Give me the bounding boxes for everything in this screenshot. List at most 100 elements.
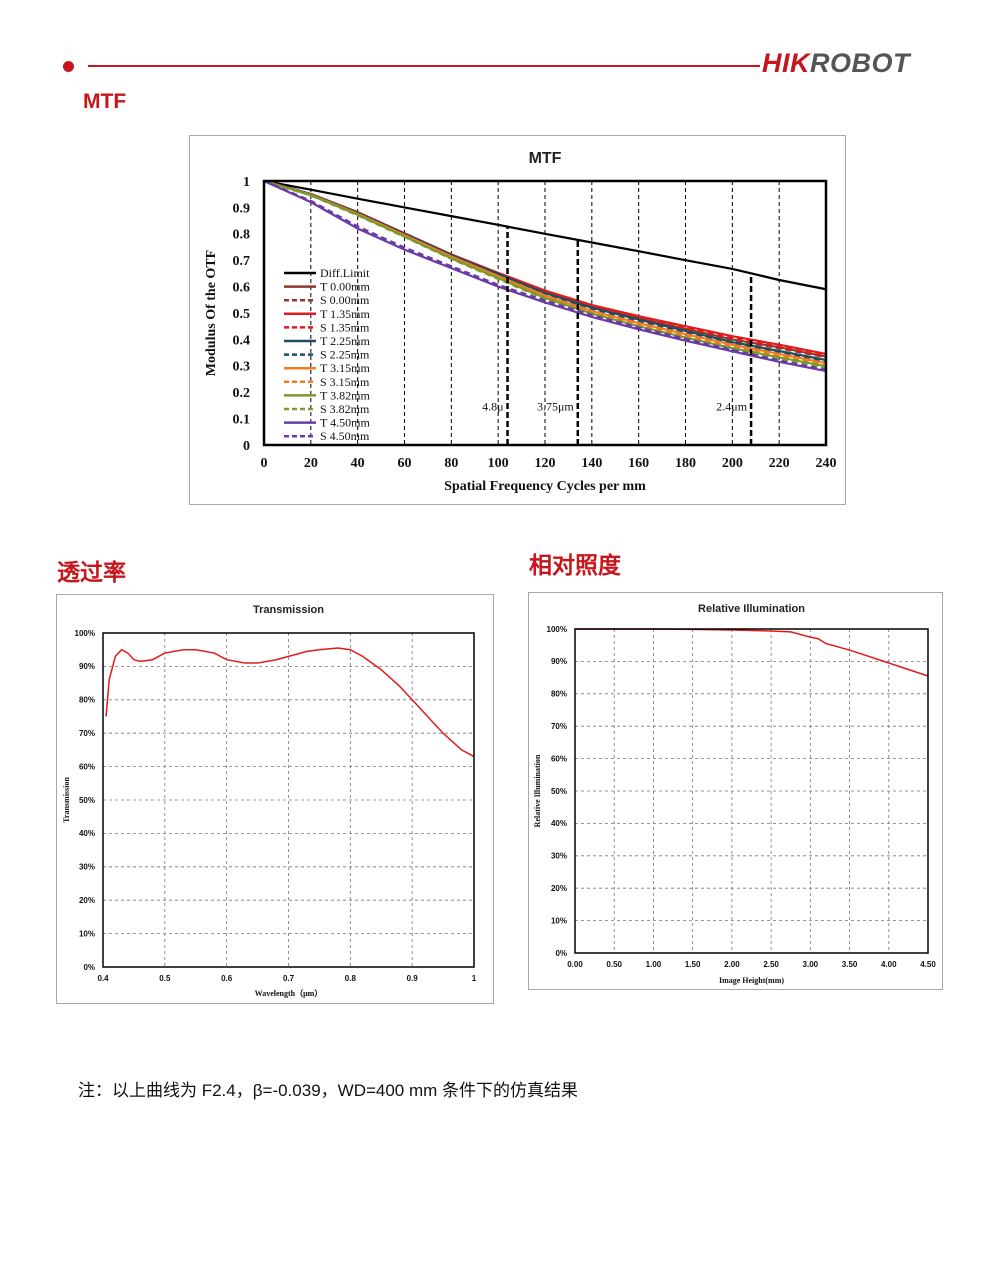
- x-tick-label: 180: [675, 456, 696, 471]
- y-tick-label: 50%: [79, 796, 95, 805]
- x-tick-label: 140: [581, 456, 602, 471]
- mtf-section-title: MTF: [83, 90, 127, 113]
- series-line: [263, 179, 827, 291]
- pixel-size-marker-label: 4.8μ: [482, 400, 503, 414]
- y-tick-label: 30%: [551, 852, 567, 861]
- legend-label: S 3.82mm: [320, 402, 370, 416]
- x-tick-label: 200: [722, 456, 743, 471]
- x-axis-label: Image Height(mm): [719, 976, 784, 985]
- y-tick-label: 0.9: [233, 201, 251, 216]
- series-line: [263, 179, 827, 373]
- y-axis-label: Modulus Of the OTF: [204, 250, 219, 376]
- y-axis-label: Transmission: [62, 777, 71, 823]
- x-tick-label: 0.4: [97, 974, 109, 983]
- y-tick-label: 60%: [551, 754, 567, 763]
- x-tick-label: 2.50: [763, 960, 779, 969]
- y-tick-label: 0.3: [233, 360, 251, 375]
- x-tick-label: 240: [816, 456, 837, 471]
- footnote: 注：以上曲线为 F2.4，β=-0.039，WD=400 mm 条件下的仿真结果: [78, 1081, 579, 1100]
- x-tick-label: 1: [472, 974, 477, 983]
- series-line: [263, 179, 827, 369]
- x-tick-label: 4.00: [881, 960, 897, 969]
- legend-label: S 1.35mm: [320, 320, 370, 334]
- x-tick-label: 4.50: [920, 960, 936, 969]
- x-tick-label: 0.7: [283, 974, 295, 983]
- y-tick-label: 0.6: [233, 281, 251, 296]
- y-tick-label: 90%: [79, 662, 95, 671]
- y-axis-label: Relative Illumination: [533, 754, 542, 827]
- x-tick-label: 40: [351, 456, 365, 471]
- series-line: [105, 647, 475, 758]
- series-line: [263, 179, 827, 363]
- series-line: [263, 179, 827, 357]
- y-tick-label: 40%: [551, 819, 567, 828]
- y-tick-label: 0%: [555, 949, 567, 958]
- brand-logo-red: HIK: [762, 48, 810, 78]
- y-tick-label: 0.4: [233, 333, 251, 348]
- x-tick-label: 160: [628, 456, 649, 471]
- x-tick-label: 2.00: [724, 960, 740, 969]
- series-line: [575, 628, 929, 677]
- series-line: [263, 179, 827, 371]
- y-tick-label: 10%: [79, 929, 95, 938]
- x-tick-label: 0.6: [221, 974, 233, 983]
- y-tick-label: 40%: [79, 829, 95, 838]
- x-tick-label: 0.9: [407, 974, 419, 983]
- legend-label: T 4.50mm: [320, 416, 370, 430]
- legend-label: T 1.35mm: [320, 307, 370, 321]
- x-tick-label: 120: [535, 456, 556, 471]
- y-tick-label: 1: [243, 175, 250, 190]
- y-tick-label: 50%: [551, 787, 567, 796]
- y-tick-label: 0.8: [233, 228, 251, 243]
- plot-frame: [574, 628, 929, 954]
- legend-label: Diff.Limit: [320, 266, 370, 280]
- y-tick-label: 0.5: [233, 307, 251, 322]
- x-tick-label: 0.5: [159, 974, 171, 983]
- x-tick-label: 1.00: [646, 960, 662, 969]
- legend-label: T 2.25mm: [320, 334, 370, 348]
- x-tick-label: 3.00: [803, 960, 819, 969]
- x-axis-label: Spatial Frequency Cycles per mm: [444, 479, 646, 494]
- illumination-chart: Relative Illumination 0.00 0.50 1.00 1.50 2.0…: [533, 603, 936, 985]
- series-line: [263, 179, 827, 367]
- legend-label: T 0.00mm: [320, 280, 370, 294]
- pixel-size-marker-label: 2.4μm: [716, 400, 747, 414]
- legend-label: T 3.82mm: [320, 388, 370, 402]
- plot-frame: [262, 179, 828, 447]
- y-tick-label: 20%: [551, 884, 567, 893]
- x-tick-label: 0.8: [345, 974, 357, 983]
- illumination-chart-frame: Relative Illumination 0.00 0.50 1.00 1.50 2.0…: [528, 592, 943, 990]
- y-tick-label: 70%: [551, 722, 567, 731]
- y-tick-label: 70%: [79, 729, 95, 738]
- y-tick-label: 0: [243, 439, 250, 454]
- x-tick-label: 0.00: [567, 960, 583, 969]
- x-tick-label: 1.50: [685, 960, 701, 969]
- y-tick-label: 30%: [79, 863, 95, 872]
- transmission-chart-frame: Transmission 0.4 0.5 0.6 0.7 0.8 0.9 1 0% 10% 20% 3…: [56, 594, 494, 1004]
- y-tick-label: 0.2: [233, 386, 251, 401]
- x-tick-label: 20: [304, 456, 318, 471]
- chart-title: MTF: [529, 150, 562, 167]
- x-tick-label: 80: [444, 456, 458, 471]
- y-tick-label: 80%: [551, 690, 567, 699]
- mtf-chart-frame: MTF 0 20 40 60 80 100 120 140 160 180 200 220 240 0 0.1…: [189, 135, 846, 505]
- plot-frame: [102, 632, 475, 968]
- x-tick-label: 3.50: [842, 960, 858, 969]
- y-tick-label: 0.1: [233, 413, 251, 428]
- pixel-size-marker-label: 3.75μm: [537, 400, 574, 414]
- illumination-section-title: 相对照度: [529, 552, 621, 578]
- x-axis-label: Wavelength（μm）: [255, 988, 323, 998]
- y-tick-label: 60%: [79, 762, 95, 771]
- y-tick-label: 0.7: [233, 254, 251, 269]
- legend-label: T 3.15mm: [320, 361, 370, 375]
- brand-logo: HIKROBOT: [762, 48, 910, 79]
- legend-label: S 0.00mm: [320, 293, 370, 307]
- x-tick-label: 0.50: [606, 960, 622, 969]
- header-rule: [88, 65, 760, 67]
- x-tick-label: 60: [398, 456, 412, 471]
- y-tick-label: 20%: [79, 896, 95, 905]
- y-tick-label: 90%: [551, 657, 567, 666]
- legend-label: S 2.25mm: [320, 348, 370, 362]
- x-tick-label: 0: [261, 456, 268, 471]
